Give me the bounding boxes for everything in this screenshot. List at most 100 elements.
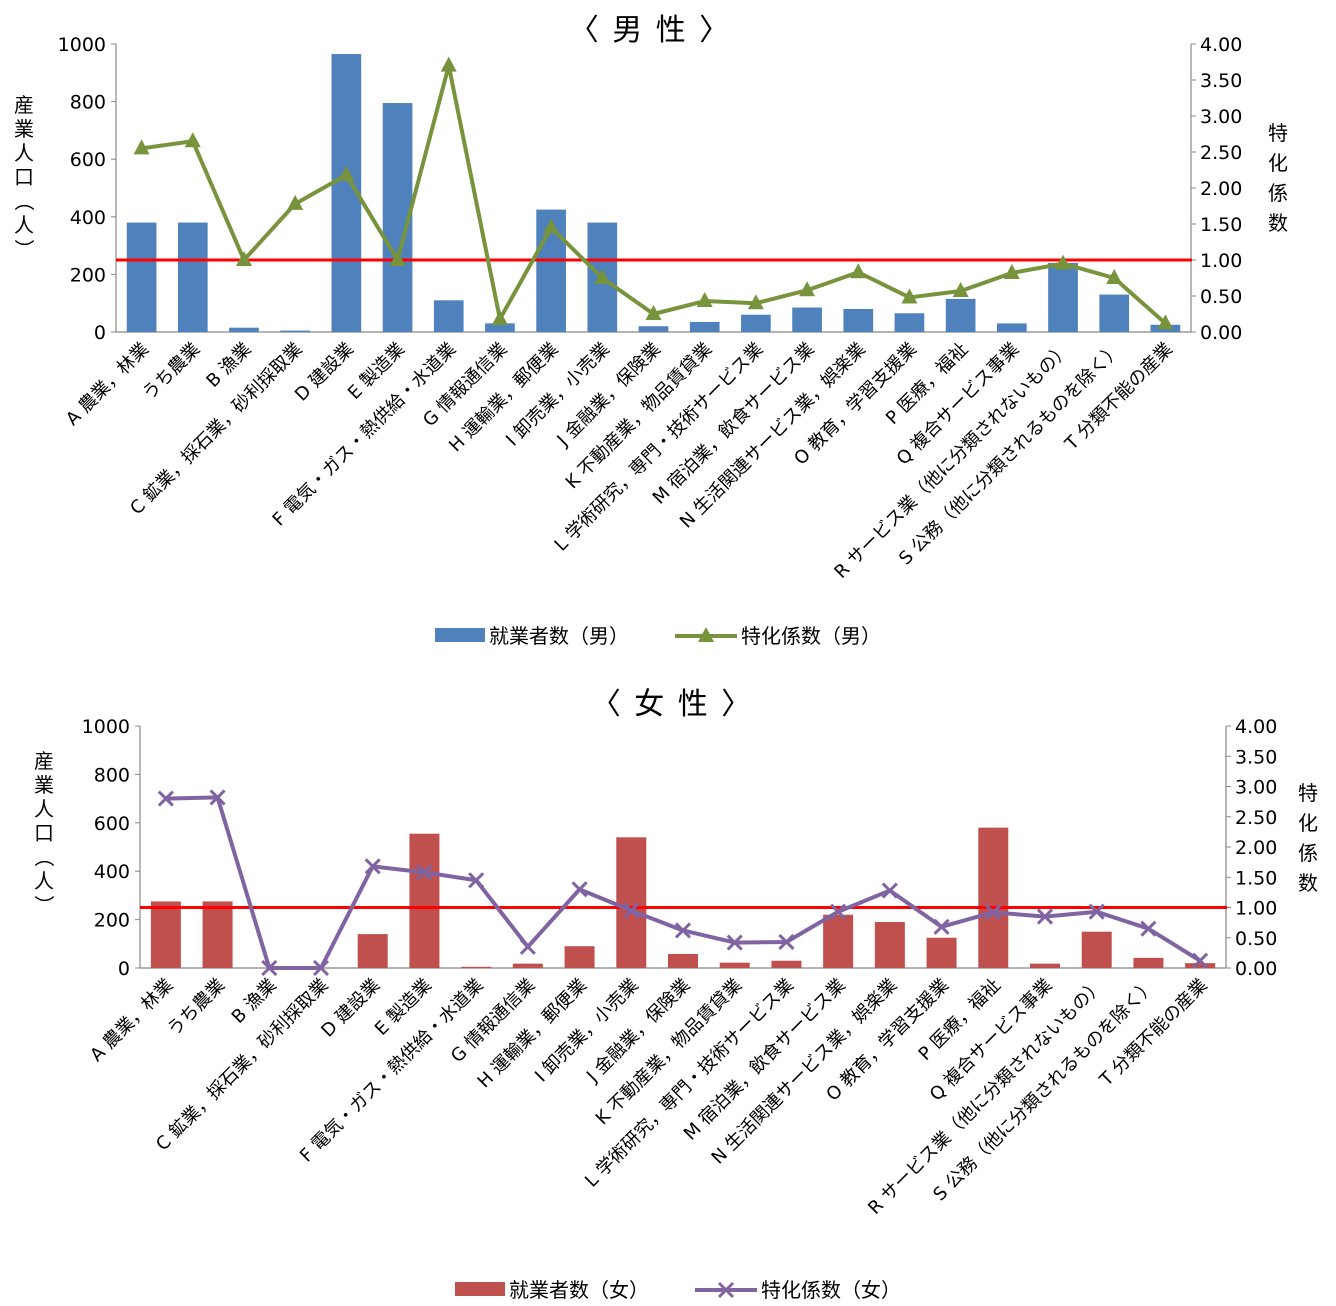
line-point: [726, 934, 743, 951]
line-point: [747, 294, 764, 310]
line-point: [696, 292, 713, 308]
bar: [926, 937, 957, 968]
line-point: [491, 310, 508, 326]
right-tick-label: 3.50: [1235, 746, 1277, 768]
y-axis-label-char: 口: [34, 821, 54, 845]
left-tick-label: 200: [94, 910, 130, 932]
line-point: [235, 251, 252, 266]
y-axis-label-char: 人: [34, 869, 54, 893]
line-point: [830, 903, 847, 920]
bar: [1185, 963, 1216, 968]
line-point: [645, 305, 662, 320]
left-tick-label: 600: [94, 813, 130, 835]
y2-axis-label-char: 特: [1298, 781, 1318, 805]
bar: [512, 963, 543, 968]
legend-bar-swatch: [435, 628, 485, 642]
line-point: [674, 922, 692, 939]
bar: [792, 307, 822, 332]
line-point: [416, 864, 433, 881]
y2-axis-label-char: 数: [1298, 871, 1318, 895]
line-point: [799, 281, 816, 297]
line-point: [468, 872, 485, 889]
right-tick-label: 0.00: [1200, 322, 1242, 344]
line-point: [287, 194, 304, 210]
line-point: [1003, 263, 1020, 279]
line-point: [133, 139, 150, 155]
legend-line-label: 特化係数（女）: [761, 1278, 901, 1302]
right-tick-label: 2.50: [1200, 142, 1242, 164]
right-tick-label: 3.50: [1200, 70, 1242, 92]
series-line: [141, 63, 1167, 325]
line-point: [184, 132, 201, 148]
series-line: [165, 795, 1202, 970]
bar: [1081, 931, 1112, 968]
bar: [1048, 262, 1078, 332]
line-point: [543, 218, 560, 234]
right-tick-label: 2.50: [1235, 807, 1277, 829]
left-tick-label: 0: [118, 958, 130, 980]
legend: 就業者数（男） 特化係数（男）: [435, 624, 881, 648]
bar: [461, 966, 492, 968]
left-tick-label: 600: [70, 149, 106, 171]
legend-bar-swatch: [455, 1282, 505, 1296]
legend-line-label: 特化係数（男）: [741, 624, 881, 648]
bar: [202, 901, 233, 968]
bar: [978, 827, 1009, 968]
y-axis-label-char: 業: [34, 773, 54, 797]
bar: [409, 833, 440, 968]
line-point: [1106, 269, 1123, 284]
line-point: [933, 918, 950, 935]
bar: [996, 323, 1027, 332]
y-axis-label-char: ）: [12, 239, 36, 259]
legend-bar-label: 就業者数（男）: [489, 624, 629, 648]
y-axis-label-char: 人: [14, 141, 34, 165]
line-point: [209, 789, 226, 806]
line-point: [1192, 952, 1209, 969]
line-point: [261, 959, 278, 977]
left-tick-label: 400: [70, 207, 106, 229]
right-tick-label: 2.00: [1200, 178, 1242, 200]
left-tick-label: 400: [94, 861, 130, 883]
y-axis-label-char: （: [12, 191, 36, 211]
bar: [229, 327, 259, 332]
line-point: [1036, 908, 1054, 925]
y2-axis-label-char: 特: [1268, 121, 1288, 145]
chart-title: 〈 男 性 〉: [569, 13, 732, 48]
left-tick-label: 200: [70, 264, 106, 286]
y2-axis-label-char: 係: [1268, 181, 1288, 205]
right-tick-label: 1.00: [1200, 250, 1242, 272]
bar: [485, 323, 515, 332]
bar: [689, 321, 720, 332]
bar: [894, 313, 925, 332]
bar: [741, 314, 771, 332]
y-axis-label-char: 人: [14, 213, 34, 237]
left-tick-label: 800: [94, 764, 130, 786]
right-tick-label: 1.50: [1200, 214, 1242, 236]
bar: [771, 960, 802, 968]
legend-line-marker: [698, 627, 714, 642]
bar: [638, 326, 669, 332]
category-label: うち農業: [139, 339, 205, 405]
y-axis-label-char: 産: [14, 93, 34, 117]
left-tick-label: 800: [70, 92, 106, 114]
y-axis-label-char: 産: [34, 749, 54, 773]
bar: [177, 222, 208, 332]
line-point: [881, 882, 898, 899]
category-label: A 農業，林業: [86, 975, 177, 1066]
line-point: [1055, 254, 1072, 270]
legend-bar-label: 就業者数（女）: [509, 1278, 649, 1302]
y2-axis-label-char: 化: [1298, 811, 1318, 835]
bar: [433, 300, 464, 332]
line-point: [157, 790, 174, 807]
line-point: [519, 938, 536, 955]
line-point: [623, 902, 640, 919]
line-point: [1088, 903, 1105, 920]
bar: [126, 222, 157, 332]
y2-axis-label-char: 係: [1298, 841, 1318, 865]
line-point: [1140, 920, 1157, 937]
line-point: [1157, 314, 1174, 330]
chart-title: 〈 女 性 〉: [591, 687, 754, 722]
y2-axis-label-char: 化: [1268, 151, 1288, 175]
line-point: [952, 281, 969, 297]
